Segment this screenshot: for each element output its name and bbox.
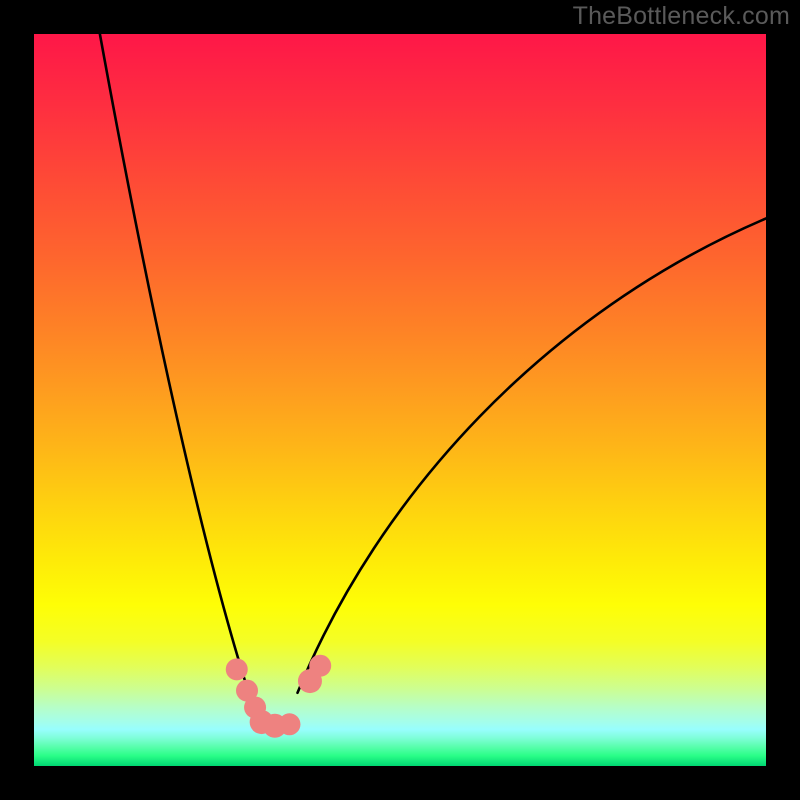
data-marker — [278, 713, 300, 735]
data-marker — [226, 658, 248, 680]
chart-stage: TheBottleneck.com — [0, 0, 800, 800]
chart-background — [34, 34, 766, 766]
bottleneck-chart — [34, 34, 766, 766]
data-marker — [309, 655, 331, 677]
watermark-label: TheBottleneck.com — [573, 2, 790, 31]
